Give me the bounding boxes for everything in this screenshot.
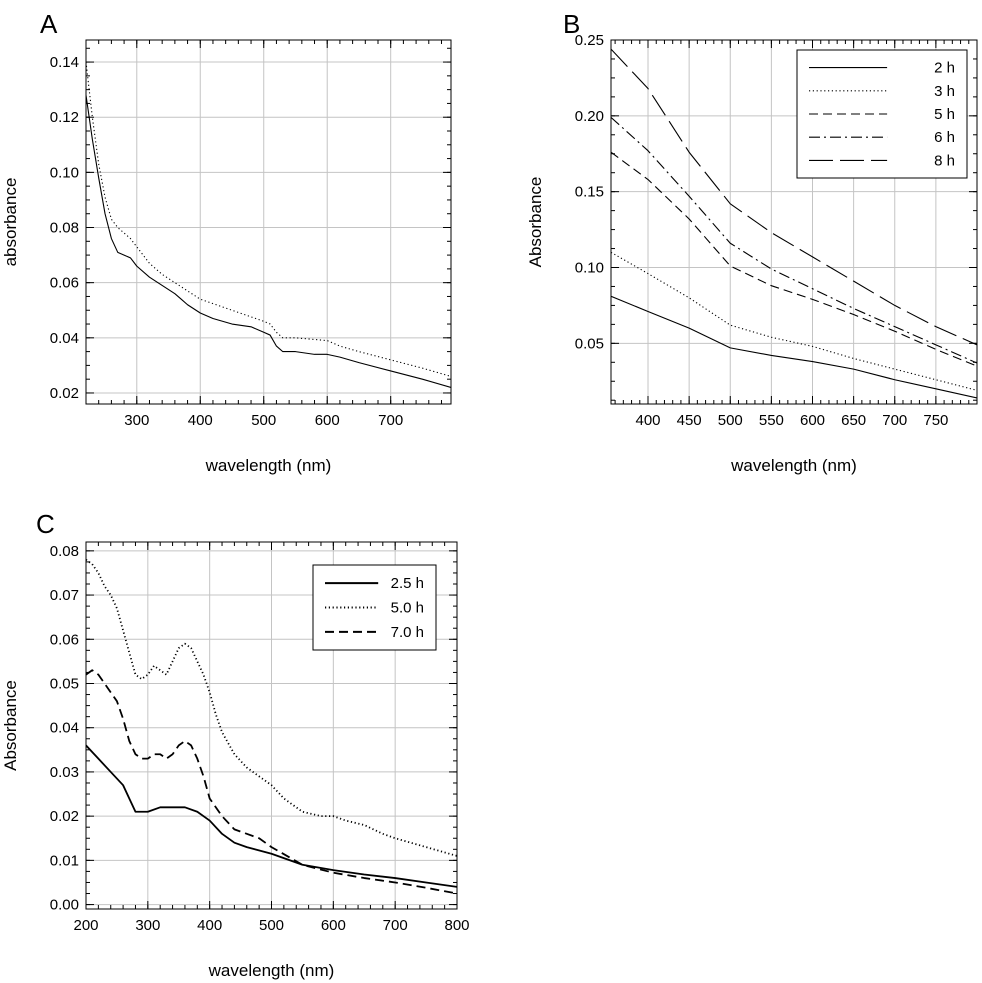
y-tick-label: 0.10 [575,260,604,277]
x-tick-label: 600 [800,412,825,429]
series-line-2-5-h [86,744,457,888]
y-tick-label: 0.03 [50,764,79,781]
series-line-solid [86,95,451,388]
series-line-6-h [611,116,977,364]
series-group [611,48,977,399]
x-tick-label: 500 [718,412,743,429]
y-tick-label: 0.06 [50,275,79,292]
series-line-5-h [611,151,977,367]
x-tick-label: 500 [259,917,284,934]
x-tick-label: 600 [321,917,346,934]
y-tick-label: 0.15 [575,184,604,201]
y-tick-label: 0.04 [50,330,79,347]
series-line-2-h [611,295,977,399]
legend-label: 6 h [934,129,955,146]
x-tick-label: 550 [759,412,784,429]
panel-letter: A [40,9,58,39]
x-tick-label: 500 [251,412,276,429]
legend-label: 7.0 h [391,624,424,641]
x-tick-label: 400 [188,412,213,429]
y-tick-label: 0.08 [50,220,79,237]
tick-marks [85,542,458,909]
y-tick-label: 0.00 [50,897,79,914]
y-tick-label: 0.04 [50,720,79,737]
legend-label: 2 h [934,60,955,77]
legend-label: 8 h [934,152,955,169]
y-tick-label: 0.05 [575,335,604,352]
x-tick-label: 200 [73,917,98,934]
x-tick-label: 300 [135,917,160,934]
legend: 2.5 h 5.0 h 7.0 h [312,564,437,651]
y-tick-label: 0.10 [50,164,79,181]
x-tick-label: 300 [124,412,149,429]
y-tick-label: 0.20 [575,108,604,125]
series-line-8-h [611,48,977,346]
y-axis-label: Absorbance [526,177,545,268]
x-tick-label: 700 [383,917,408,934]
y-tick-label: 0.25 [575,32,604,49]
y-tick-label: 0.12 [50,109,79,126]
y-axis-label: absorbance [1,178,20,267]
y-tick-label: 0.01 [50,852,79,869]
y-tick-label: 0.02 [50,385,79,402]
plot-frame [610,39,978,405]
x-axis-label: wavelength (nm) [205,456,332,475]
panel-letter: B [563,9,580,39]
legend-label: 2.5 h [391,575,424,592]
x-tick-label: 800 [444,917,469,934]
legend: 2 h 3 h 5 h 6 h 8 h [796,49,968,179]
x-tick-label: 650 [841,412,866,429]
plot-frame [85,39,452,405]
legend-label: 5 h [934,106,955,123]
x-tick-label: 750 [923,412,948,429]
series-line-dotted [86,61,451,377]
series-group [86,558,457,895]
y-tick-label: 0.07 [50,587,79,604]
tick-marks [611,39,978,404]
series-group [86,61,451,388]
y-tick-label: 0.06 [50,631,79,648]
series-line-5-0-h [86,558,457,857]
legend-label: 3 h [934,83,955,100]
x-axis-label: wavelength (nm) [730,456,857,475]
series-line-7-0-h [86,669,457,895]
x-tick-label: 400 [197,917,222,934]
x-tick-label: 400 [635,412,660,429]
series-line-3-h [611,251,977,391]
panel-c: C 200 300 400 500 600 700 800 0.00 0.01 0.02 0.03 0.… [1,509,470,980]
legend-label: 5.0 h [391,600,424,617]
x-tick-label: 700 [882,412,907,429]
gridlines [86,40,451,404]
y-tick-label: 0.14 [50,54,79,71]
plot-frame [85,541,458,910]
y-tick-label: 0.05 [50,675,79,692]
tick-marks [85,40,451,404]
x-tick-label: 450 [677,412,702,429]
x-tick-label: 700 [378,412,403,429]
y-axis-label: Absorbance [1,680,20,771]
y-tick-label: 0.08 [50,543,79,560]
x-tick-label: 600 [315,412,340,429]
y-tick-label: 0.02 [50,808,79,825]
panel-letter: C [36,509,55,539]
panel-a: A 300 400 500 600 700 0.02 0.04 0.06 0.08 0.10 0.12… [1,9,452,475]
panel-b: B 400 450 500 550 600 650 700 750 0.05 0.10 0.15 0.2… [526,9,978,475]
x-axis-label: wavelength (nm) [208,961,335,980]
